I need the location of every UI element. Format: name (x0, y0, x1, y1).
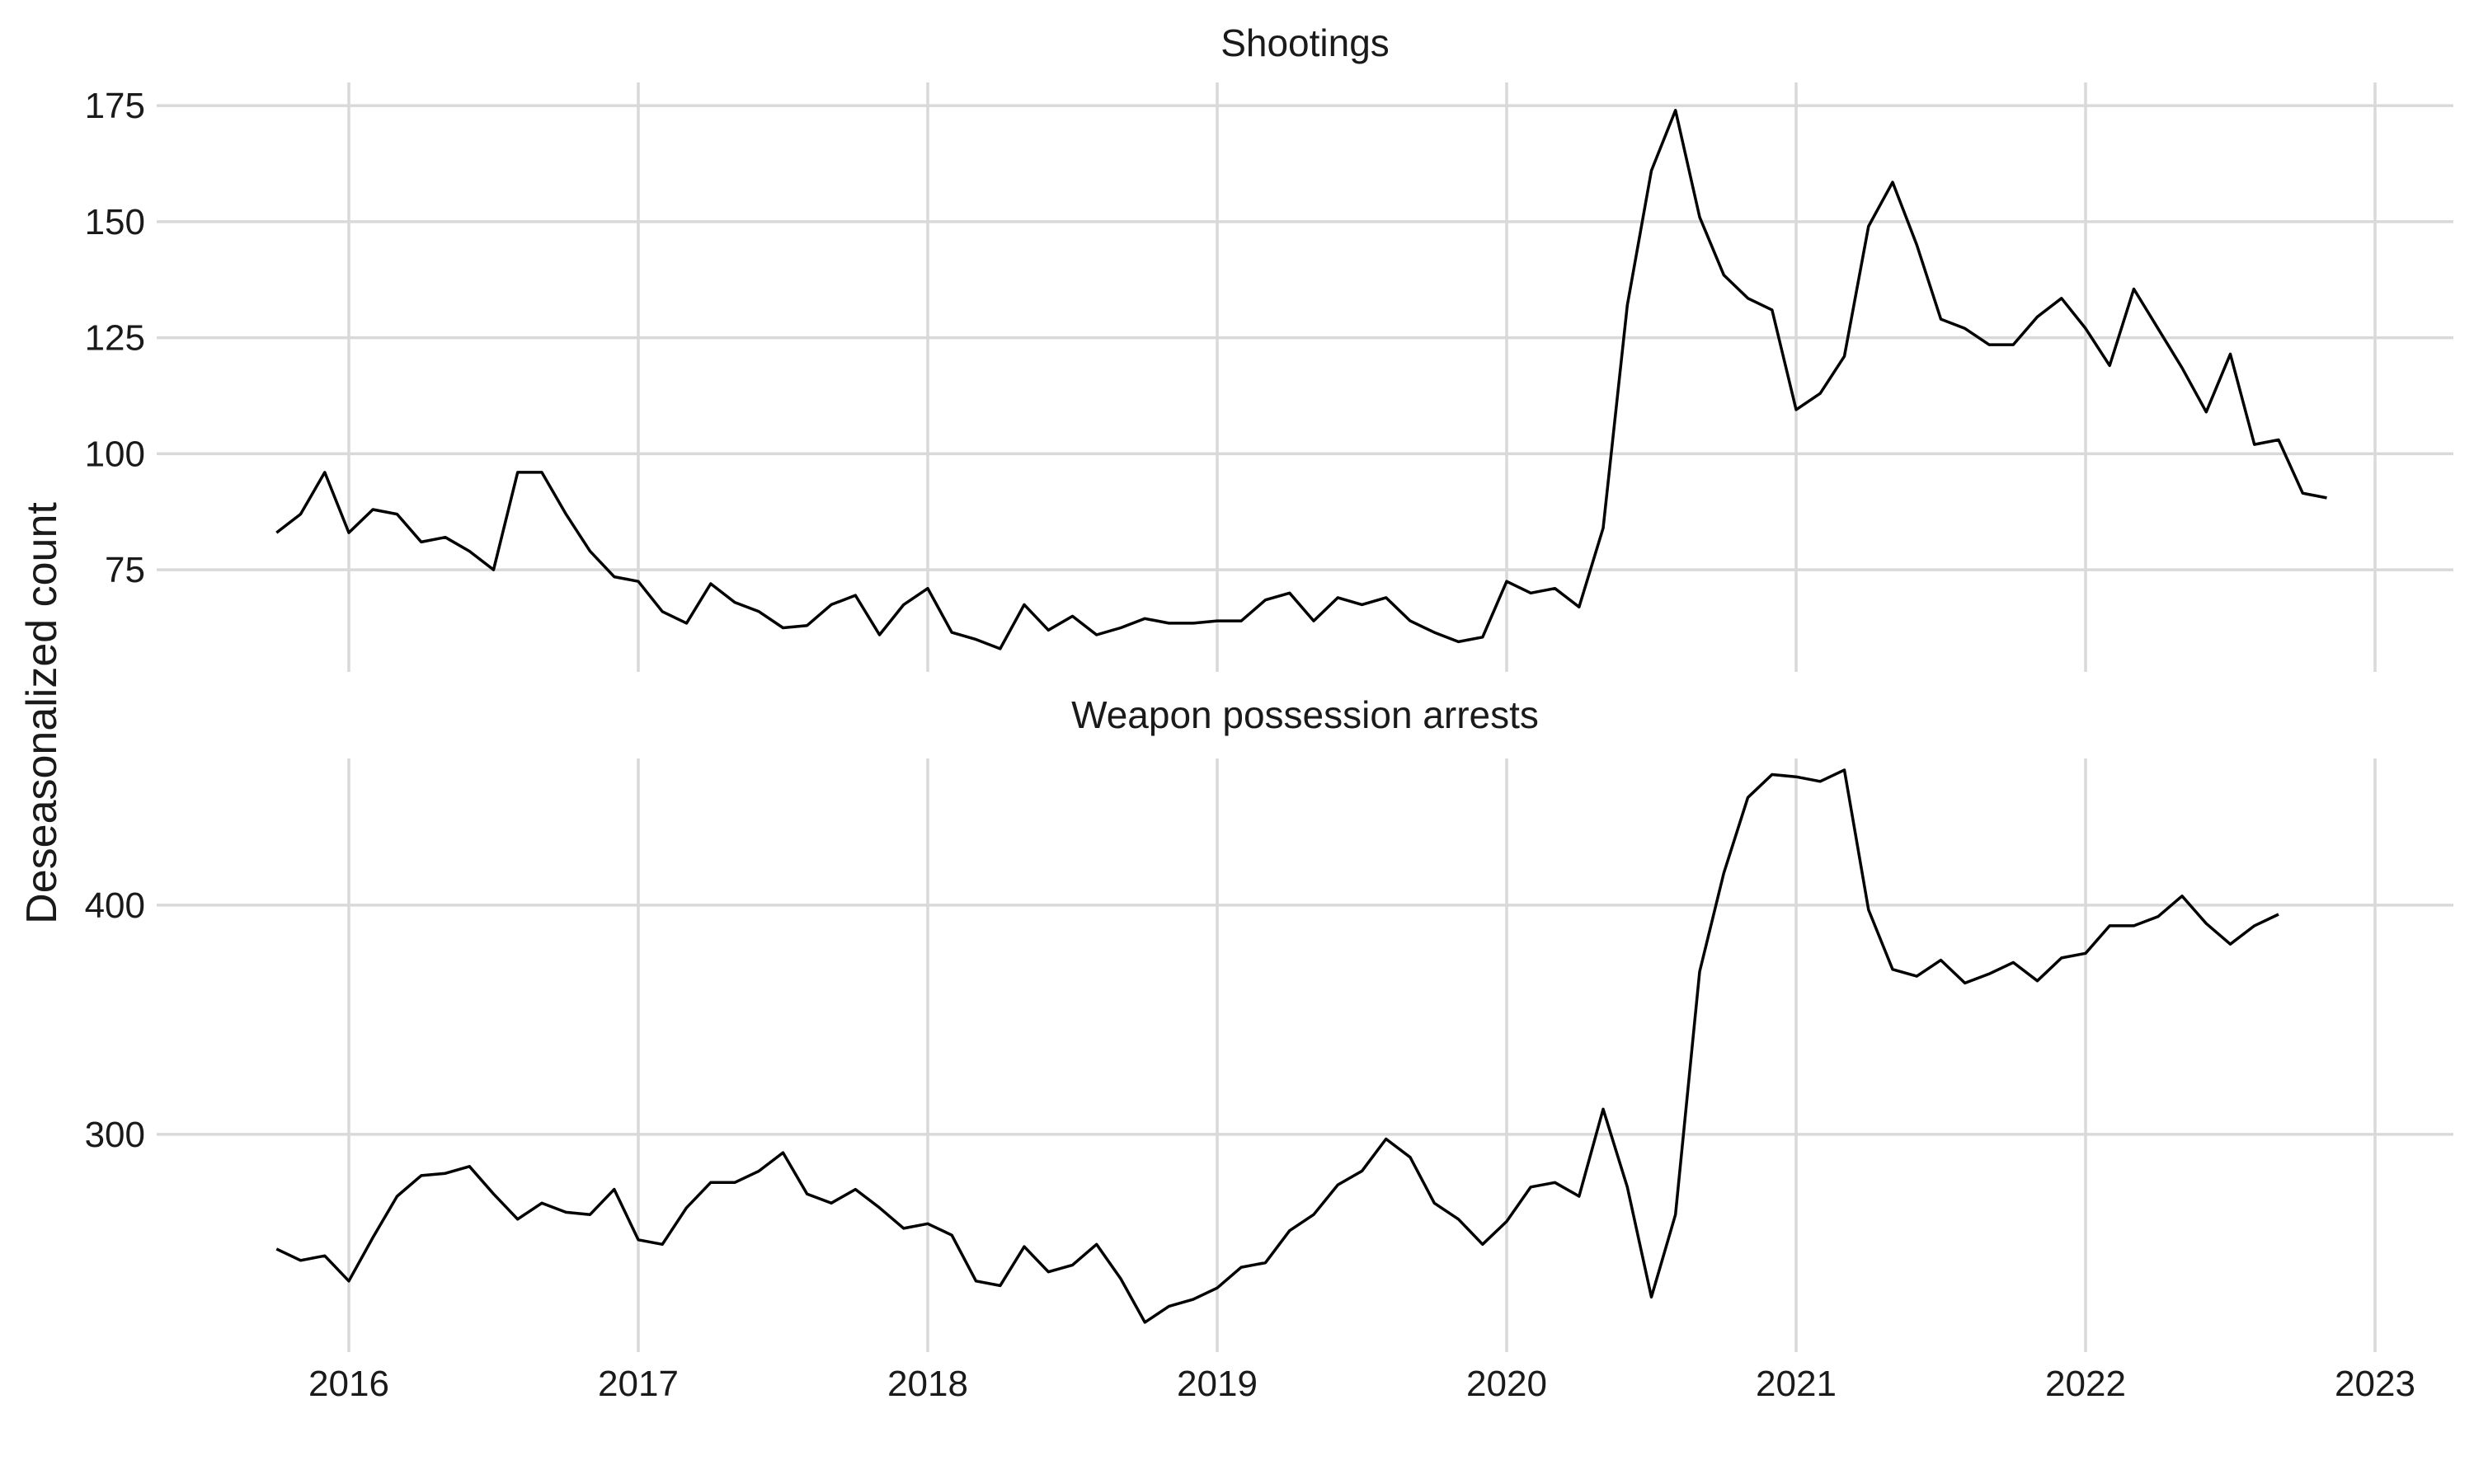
y-tick-label: 400 (85, 885, 145, 926)
y-tick-label: 150 (85, 202, 145, 242)
x-tick-label: 2019 (1177, 1364, 1258, 1404)
y-tick-label: 175 (85, 86, 145, 126)
y-tick-label: 100 (85, 434, 145, 474)
x-tick-label: 2017 (598, 1364, 679, 1404)
panel-title: Weapon possession arrests (1071, 693, 1539, 736)
x-tick-label: 2022 (2045, 1364, 2126, 1404)
panel-1: 75 100 125 150 175 Shootings (85, 21, 2453, 672)
y-tick-label: 300 (85, 1115, 145, 1155)
y-tick-label: 125 (85, 318, 145, 359)
y-axis-title: Deseasonalized count (18, 502, 66, 924)
x-tick-label: 2016 (308, 1364, 389, 1404)
panel-title: Shootings (1221, 21, 1390, 64)
x-tick-label: 2021 (1756, 1364, 1837, 1404)
series-line (275, 768, 2279, 1324)
x-tick-label: 2018 (887, 1364, 968, 1404)
panel-2: 300 400 Weapon possession arrests (85, 693, 2453, 1352)
x-tick-label: 2020 (1466, 1364, 1547, 1404)
y-tick-label: 75 (105, 550, 145, 590)
series-line (275, 109, 2327, 650)
panels-group: 75 100 125 150 175 Shootings 300 400 Weapon poss… (85, 21, 2453, 1352)
x-tick-label: 2023 (2335, 1364, 2415, 1404)
x-axis: 2016 2017 2018 2019 2020 2021 2022 2023 (308, 1364, 2415, 1404)
